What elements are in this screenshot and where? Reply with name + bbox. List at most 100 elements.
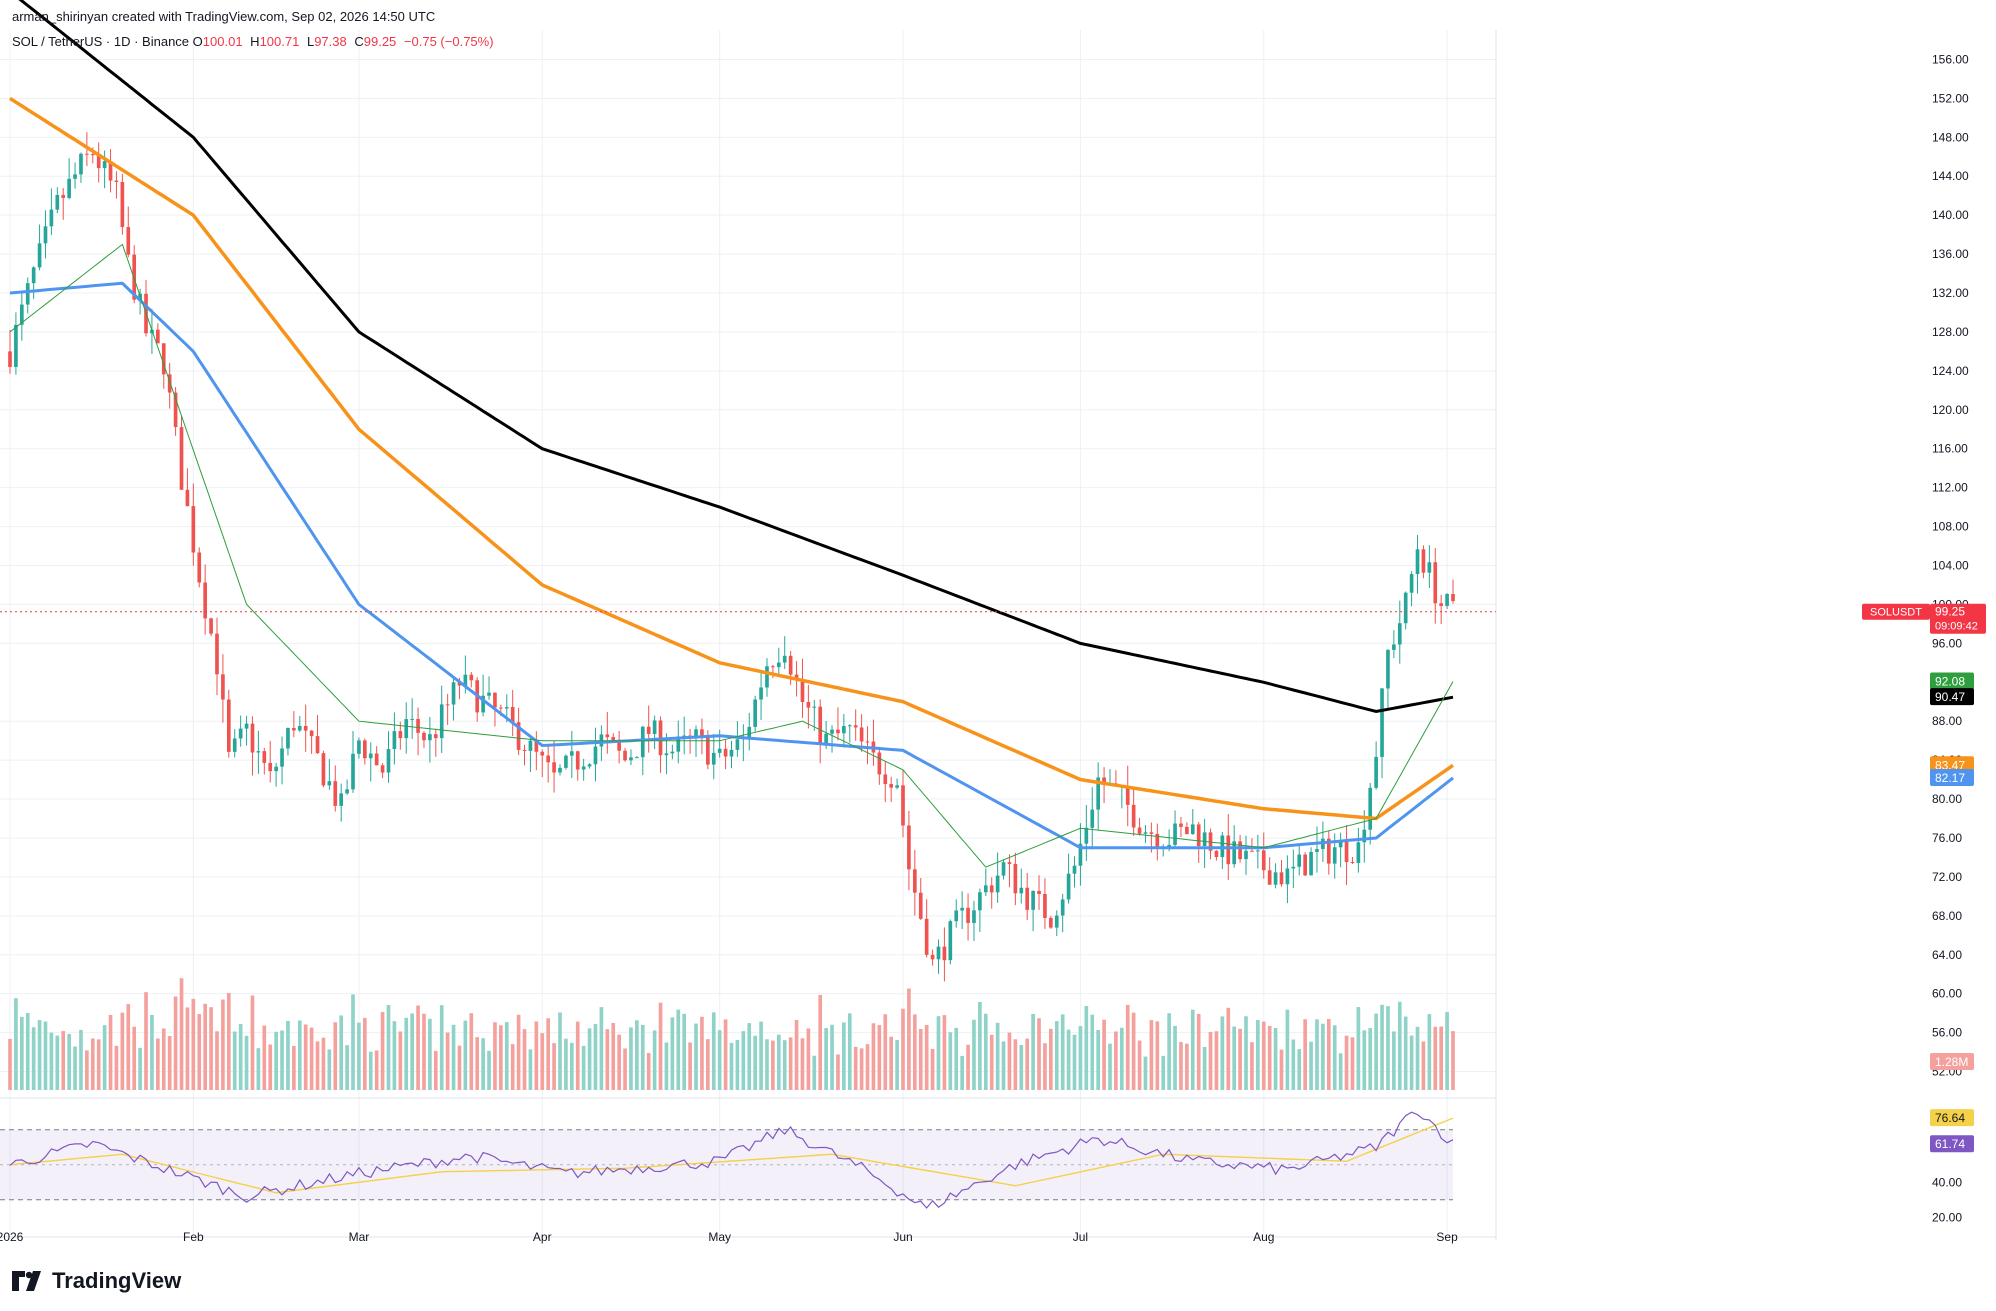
volume-bar [729, 1042, 734, 1090]
volume-bar [871, 1023, 876, 1090]
candle-body [1013, 863, 1018, 894]
symbol-legend[interactable]: SOL / TetherUS · 1D · Binance O100.01 H1… [12, 34, 494, 49]
volume-bar [262, 1025, 267, 1090]
candle-body [303, 725, 308, 731]
candle-body [457, 682, 462, 686]
volume-bar [1054, 1021, 1059, 1090]
volume-bar [333, 1022, 338, 1090]
volume-bar [830, 1024, 834, 1090]
candle-body [463, 674, 468, 686]
volume-bar [735, 1039, 740, 1090]
ma200-value: 90.47 [1935, 690, 1965, 704]
volume-bar [1025, 1038, 1030, 1090]
volume-value: 1.28M [1935, 1055, 1968, 1069]
candle-body [268, 762, 273, 772]
ma50-tag [1930, 768, 1974, 786]
candle-body [238, 728, 243, 739]
volume-bar [1066, 1029, 1071, 1090]
candle-body [49, 209, 54, 227]
volume-bar [771, 1040, 775, 1090]
price-tick-label: 140.00 [1932, 208, 1969, 222]
candle-body [126, 227, 131, 255]
candle-body [1451, 594, 1455, 602]
candle-body [179, 427, 184, 490]
candle-body [593, 746, 598, 765]
volume-bar [79, 1029, 83, 1090]
candle-body [487, 692, 491, 696]
volume-bar [1273, 1027, 1278, 1090]
low-label: L [306, 34, 315, 49]
volume-bar [1102, 1019, 1106, 1090]
time-axis: 2026 Feb Mar Apr May Jun Jul Aug Sep [0, 1230, 1458, 1244]
volume-bar [73, 1046, 77, 1090]
candle-body [297, 725, 302, 731]
candle-body [1309, 851, 1313, 876]
candle-body [836, 729, 840, 734]
candle-body [1397, 623, 1402, 645]
volume-bar [1078, 1026, 1083, 1090]
candle-body [79, 153, 83, 175]
candle-body [569, 751, 574, 756]
candle-body [1102, 777, 1106, 786]
volume-bar [357, 1022, 361, 1090]
volume-bar [836, 1054, 840, 1090]
volume-bar [250, 995, 255, 1090]
candle-body [664, 753, 669, 756]
rsi-band [0, 1129, 1453, 1200]
volume-bar [895, 1039, 899, 1090]
candle-body [581, 766, 586, 770]
volume-bar [1202, 1046, 1207, 1090]
volume-bar [1090, 1014, 1095, 1090]
volume-bar [753, 1035, 757, 1090]
candle-body [1392, 644, 1396, 650]
rsi-value: 61.74 [1935, 1137, 1965, 1151]
volume-bar [1037, 1018, 1041, 1090]
candle-body [1344, 840, 1349, 863]
volume-bar [451, 1024, 456, 1090]
candle-body [1031, 890, 1035, 910]
candle-body [357, 740, 361, 754]
brand-name: TradingView [52, 1268, 182, 1293]
rsi-pane [0, 1111, 1454, 1209]
volume-bar [575, 1021, 580, 1090]
volume-bar [818, 994, 823, 1090]
footer-brand[interactable]: TradingView [12, 1268, 181, 1294]
candle-body [274, 766, 278, 772]
rsi-tick-label: 20.00 [1932, 1210, 1962, 1224]
volume-bar [1433, 1026, 1438, 1090]
ma200-tag [1930, 688, 1974, 706]
ma100-line [9, 96, 1454, 821]
volume-bar [1161, 1055, 1166, 1090]
volume-bar [1238, 1028, 1242, 1090]
candle-body [1054, 915, 1059, 928]
volume-bar [90, 1038, 95, 1090]
ma20-value: 92.08 [1935, 674, 1965, 688]
candle-body [954, 910, 959, 922]
volume-bar [670, 1017, 675, 1090]
high-value: 100.71 [259, 34, 300, 49]
volume-bar [1356, 1007, 1361, 1090]
candle-body [1149, 832, 1154, 834]
candle-body [723, 748, 728, 757]
candle-body [327, 781, 332, 786]
volume-bar [156, 1038, 160, 1090]
volume-bar [1279, 1049, 1284, 1090]
volume-bar [664, 1042, 669, 1090]
candle-body [1019, 887, 1024, 894]
candle-body [1445, 594, 1449, 606]
ma20-tag [1930, 672, 1974, 690]
volume-bar [587, 1028, 592, 1090]
candle-body [67, 178, 71, 198]
candle-body [676, 736, 681, 752]
volume-bar [794, 1020, 799, 1090]
time-tick-label: Feb [183, 1230, 204, 1244]
close-label: C [354, 34, 364, 49]
candle-body [1350, 862, 1355, 864]
volume-bar [1096, 1029, 1100, 1090]
candle-body [800, 678, 805, 702]
volume-bar [96, 1039, 101, 1090]
volume-bar [1397, 1001, 1402, 1090]
candle-body [623, 750, 627, 761]
volume-bar [1179, 1042, 1183, 1090]
